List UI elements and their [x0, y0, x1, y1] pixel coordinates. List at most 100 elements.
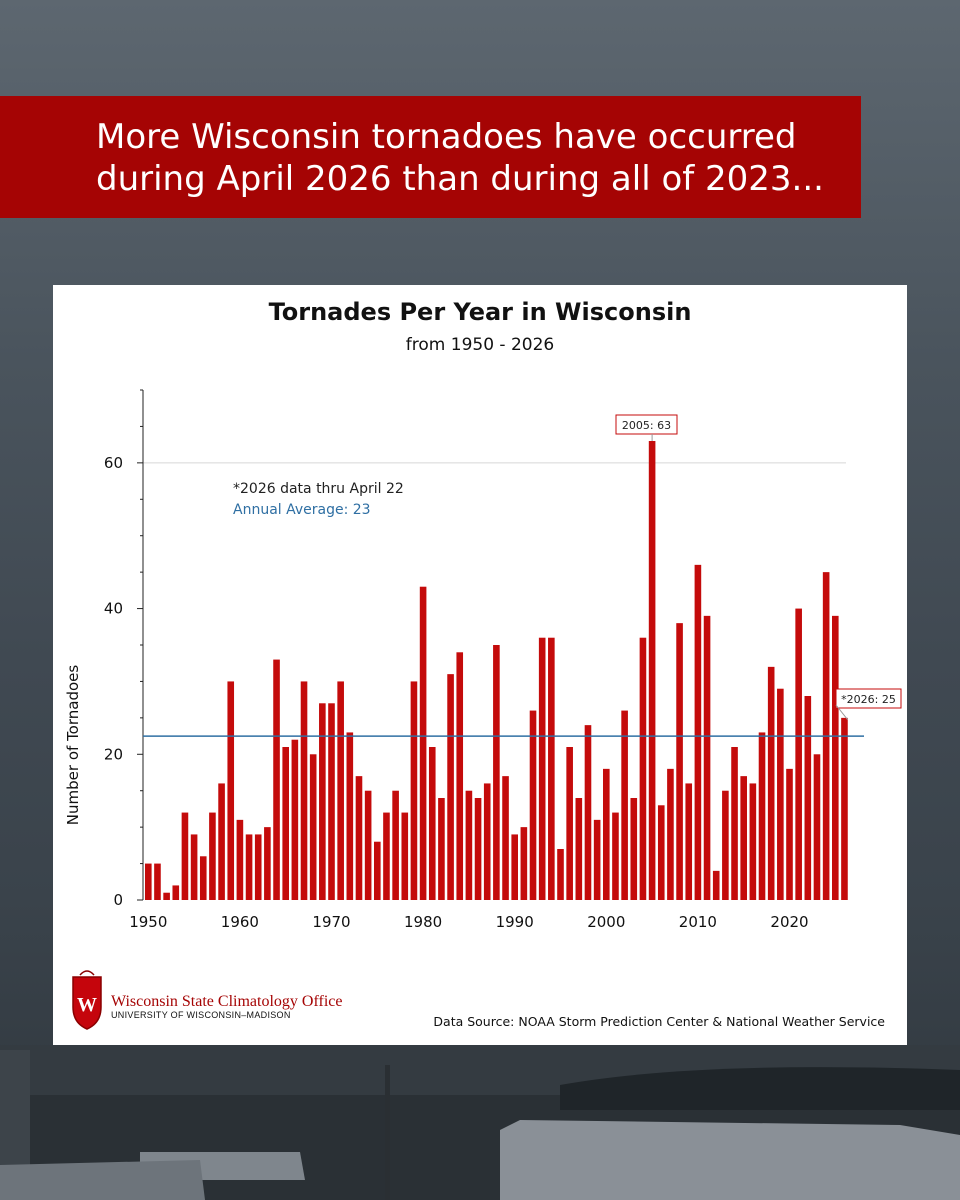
y-tick-labels: 0 20 40 60 [104, 454, 123, 909]
data-note: *2026 data thru April 22 [233, 481, 404, 497]
y-tick-label: 40 [104, 600, 123, 618]
bar-1952 [163, 892, 170, 900]
org-name: Wisconsin State Climatology Office [111, 993, 342, 1010]
bar-2023 [813, 754, 821, 900]
bar-1956 [199, 856, 207, 900]
bar-1975 [374, 841, 381, 900]
latest-callout-connector [835, 704, 849, 721]
bar-1978 [401, 812, 409, 900]
y-axis-label: Number of Tornadoes [64, 665, 82, 826]
x-tick-labels: 1950 1960 1970 1980 1990 2000 2010 2020 [129, 913, 808, 931]
axes [137, 389, 144, 901]
bar-2007 [667, 768, 674, 900]
bars [145, 441, 848, 900]
crest-letter: W [77, 994, 97, 1016]
bar-2004 [639, 637, 647, 900]
bar-1998 [584, 725, 592, 900]
bar-1960 [236, 819, 244, 900]
chart-subtitle: from 1950 - 2026 [406, 335, 554, 355]
bar-2006 [657, 805, 665, 900]
bar-1965 [282, 747, 289, 900]
bar-1962 [254, 834, 262, 900]
bar-2003 [630, 798, 638, 900]
bar-1981 [428, 747, 436, 900]
bar-1995 [557, 849, 564, 900]
bar-1961 [245, 834, 253, 900]
bar-1951 [154, 863, 161, 900]
chart-title: Tornades Per Year in Wisconsin [269, 298, 692, 326]
bar-1974 [364, 790, 372, 900]
peak-callout-text: 2005: 63 [622, 419, 671, 432]
bar-2017 [758, 732, 766, 900]
bar-2013 [722, 790, 729, 900]
x-tick-label: 2010 [679, 913, 717, 931]
bar-1977 [392, 790, 399, 900]
x-tick-label: 1950 [129, 913, 167, 931]
x-tick-label: 2020 [770, 913, 808, 931]
bar-2008 [676, 623, 683, 900]
y-tick-label: 60 [104, 454, 123, 472]
bar-1950 [145, 863, 152, 900]
data-source: Data Source: NOAA Storm Prediction Cente… [433, 1014, 885, 1029]
bar-2020 [786, 768, 793, 900]
chart-card: Tornades Per Year in Wisconsin from 1950… [53, 285, 907, 1045]
bar-2000 [603, 768, 610, 900]
bar-1989 [502, 776, 509, 900]
bar-2012 [712, 870, 720, 900]
uw-crest-icon [72, 976, 102, 1030]
bar-1955 [190, 834, 198, 900]
bar-1997 [575, 798, 583, 900]
bar-1953 [172, 885, 180, 900]
bar-1966 [291, 739, 299, 900]
bar-1980 [419, 586, 427, 900]
latest-callout-text: *2026: 25 [841, 693, 896, 706]
x-tick-label: 1990 [496, 913, 534, 931]
bar-1983 [447, 674, 454, 900]
x-tick-label: 1980 [404, 913, 442, 931]
bar-1979 [410, 681, 418, 900]
bar-1999 [593, 819, 601, 900]
bar-2001 [612, 812, 619, 900]
bar-2014 [731, 747, 738, 900]
bar-2009 [685, 783, 693, 900]
bar-1971 [337, 681, 344, 900]
bar-1988 [493, 645, 500, 900]
bar-1957 [209, 812, 216, 900]
bar-1964 [273, 659, 280, 900]
bar-1992 [529, 710, 537, 900]
bar-1970 [328, 703, 335, 900]
bar-1990 [511, 834, 518, 900]
y-tick-label: 0 [113, 891, 123, 909]
bar-2018 [767, 666, 775, 900]
bar-1982 [438, 798, 445, 900]
bar-1972 [346, 732, 354, 900]
bar-1968 [309, 754, 317, 900]
tornado-bar-chart: Tornades Per Year in Wisconsin from 1950… [64, 298, 902, 1030]
bar-1963 [264, 827, 271, 900]
bar-2022 [804, 696, 812, 900]
bar-1976 [383, 812, 390, 900]
bar-1994 [548, 637, 555, 900]
bar-1959 [227, 681, 235, 900]
bar-2010 [694, 564, 702, 900]
latest-callout-box [835, 688, 902, 709]
bar-2005 [648, 441, 656, 900]
bar-1985 [465, 790, 473, 900]
bar-2002 [621, 710, 628, 900]
x-tick-label: 1970 [312, 913, 350, 931]
bar-2025 [832, 615, 839, 900]
bar-1969 [319, 703, 326, 900]
bar-2015 [740, 776, 747, 900]
bar-2011 [703, 615, 711, 900]
org-sub: UNIVERSITY OF WISCONSIN–MADISON [111, 1010, 291, 1020]
bar-2021 [795, 608, 802, 900]
climatology-logo: W Wisconsin State Climatology Office UNI… [72, 970, 342, 1030]
bar-1991 [520, 827, 528, 900]
bar-1958 [218, 783, 225, 900]
peak-callout-box [615, 414, 678, 435]
bar-2016 [749, 783, 757, 900]
bar-1986 [474, 798, 482, 900]
headline-text: More Wisconsin tornadoes have occurred d… [96, 116, 836, 200]
headline-line-1: More Wisconsin tornadoes have occurred [96, 117, 797, 157]
x-tick-label: 2000 [587, 913, 625, 931]
